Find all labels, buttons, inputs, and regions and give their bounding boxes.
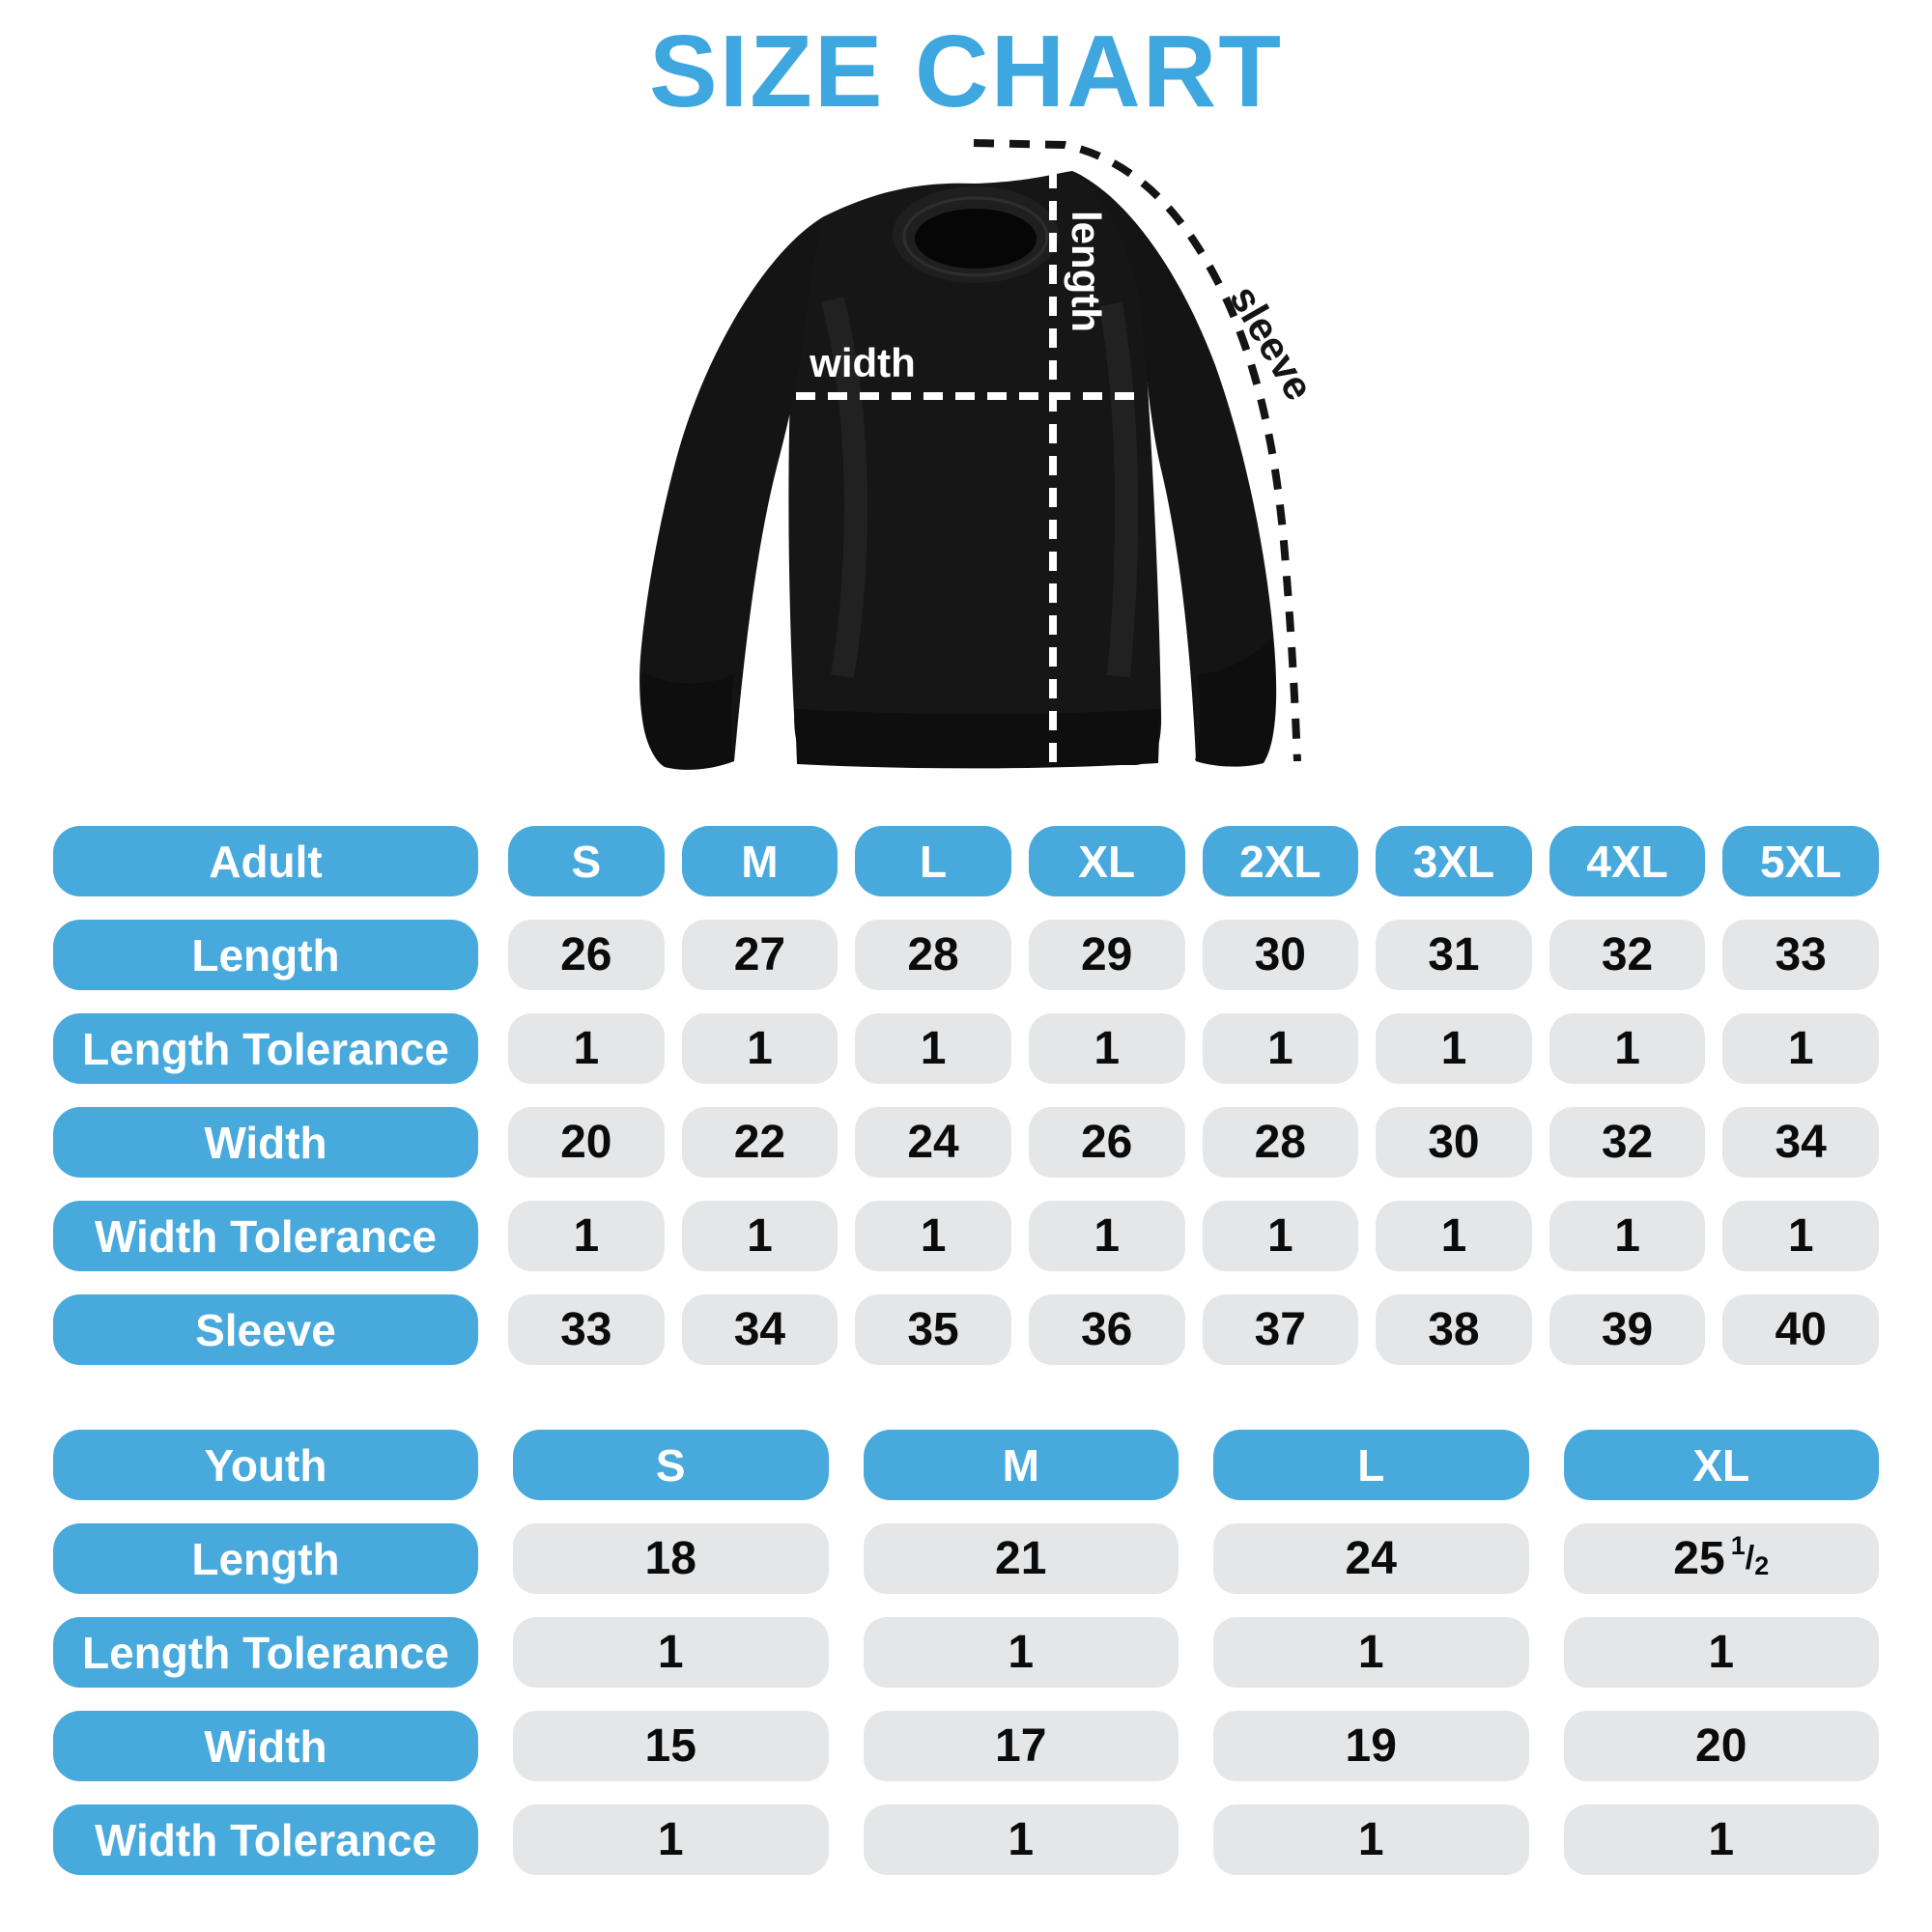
value-cell: 39 <box>1548 1294 1706 1365</box>
value-cell: 21 <box>863 1523 1179 1594</box>
sweatshirt-hem-band <box>795 709 1160 769</box>
size-column-header: 3XL <box>1376 826 1532 896</box>
value-cell: 1 <box>681 1013 838 1084</box>
size-column-header: 5XL <box>1722 826 1879 896</box>
length-label: length <box>1064 211 1109 332</box>
value-cell: 1 <box>1376 1201 1532 1271</box>
fabric-highlight-right <box>1099 302 1139 678</box>
value-cell: 24 <box>1213 1523 1529 1594</box>
value-cell: 1 <box>1213 1804 1529 1875</box>
value-cell: 1 <box>1722 1013 1879 1084</box>
size-column-header: XL <box>1563 1430 1879 1500</box>
value-cell: 26 <box>1028 1107 1185 1178</box>
value-cell: 28 <box>1202 1107 1359 1178</box>
value-cell: 1 <box>1548 1201 1706 1271</box>
value-cell: 1 <box>855 1013 1011 1084</box>
value-cell: 1 <box>1376 1013 1532 1084</box>
row-label: Length <box>53 1523 478 1594</box>
row-label: Width <box>53 1711 478 1781</box>
value-cell: 34 <box>1722 1107 1879 1178</box>
row-label: Length Tolerance <box>53 1013 478 1084</box>
value-cell: 1 <box>1028 1013 1185 1084</box>
value-cell: 33 <box>1722 920 1879 990</box>
sweatshirt-right-cuff <box>1195 638 1276 766</box>
value-cell: 1 <box>513 1804 829 1875</box>
value-cell: 1 <box>863 1617 1179 1688</box>
fabric-highlight-left <box>821 297 867 678</box>
value-cell: 27 <box>681 920 838 990</box>
value-cell: 1 <box>855 1201 1011 1271</box>
table-group-header: Youth <box>53 1430 478 1500</box>
sweatshirt-right-sleeve <box>1072 171 1277 767</box>
value-cell: 31 <box>1376 920 1532 990</box>
sweatshirt-illustration: width length sleeve <box>639 139 1322 770</box>
value-cell: 1 <box>681 1201 838 1271</box>
value-cell: 1 <box>513 1617 829 1688</box>
size-column-header: L <box>855 826 1011 896</box>
sleeve-label: sleeve <box>1221 277 1322 408</box>
value-cell: 1 <box>508 1013 665 1084</box>
sweatshirt-left-sleeve <box>639 216 824 770</box>
adult-size-table: Adult S M L XL 2XL 3XL 4XL 5XL Length 26 27 28 29 30 31… <box>53 826 1879 1365</box>
size-column-header: 2XL <box>1202 826 1359 896</box>
value-cell: 32 <box>1548 920 1706 990</box>
row-label: Width Tolerance <box>53 1201 478 1271</box>
row-label: Width Tolerance <box>53 1804 478 1875</box>
width-label: width <box>809 340 916 385</box>
value-cell: 1 <box>863 1804 1179 1875</box>
value-cell: 33 <box>508 1294 665 1365</box>
value-cell: 1 <box>1722 1201 1879 1271</box>
sweatshirt-collar-inner <box>915 209 1037 269</box>
value-cell: 1 <box>1202 1013 1359 1084</box>
size-column-header: S <box>513 1430 829 1500</box>
row-label: Width <box>53 1107 478 1178</box>
value-cell: 1 <box>1548 1013 1706 1084</box>
value-cell: 1 <box>1213 1617 1529 1688</box>
value-cell: 26 <box>508 920 665 990</box>
value-cell: 1 <box>1202 1201 1359 1271</box>
value-cell: 20 <box>1563 1711 1879 1781</box>
value-cell: 40 <box>1722 1294 1879 1365</box>
row-label: Length <box>53 920 478 990</box>
value-cell: 38 <box>1376 1294 1532 1365</box>
size-column-header: S <box>508 826 665 896</box>
value-cell: 1 <box>508 1201 665 1271</box>
sleeve-line <box>973 139 1301 762</box>
value-cell: 30 <box>1376 1107 1532 1178</box>
size-column-header: XL <box>1028 826 1185 896</box>
size-column-header: M <box>681 826 838 896</box>
value-cell: 36 <box>1028 1294 1185 1365</box>
value-cell: 28 <box>855 920 1011 990</box>
value-cell: 17 <box>863 1711 1179 1781</box>
table-group-header: Adult <box>53 826 478 896</box>
sweatshirt-diagram: width length sleeve <box>589 97 1343 802</box>
size-column-header: M <box>863 1430 1179 1500</box>
value-cell: 35 <box>855 1294 1011 1365</box>
value-cell: 32 <box>1548 1107 1706 1178</box>
size-column-header: 4XL <box>1548 826 1706 896</box>
page-title: SIZE CHART <box>649 14 1283 128</box>
size-column-header: L <box>1213 1430 1529 1500</box>
value-cell: 22 <box>681 1107 838 1178</box>
value-cell: 1 <box>1563 1617 1879 1688</box>
value-cell: 19 <box>1213 1711 1529 1781</box>
sweatshirt-collar-seam <box>902 196 1049 277</box>
value-cell: 30 <box>1202 920 1359 990</box>
value-cell: 1 <box>1028 1201 1185 1271</box>
youth-size-table: Youth S M L XL Length 18 21 24 25 1/2 Length Toler… <box>53 1430 1879 1875</box>
sweatshirt-left-cuff <box>640 672 734 770</box>
value-cell: 1 <box>1563 1804 1879 1875</box>
row-label: Length Tolerance <box>53 1617 478 1688</box>
value-cell: 29 <box>1028 920 1185 990</box>
value-cell: 37 <box>1202 1294 1359 1365</box>
sweatshirt-torso <box>788 171 1162 765</box>
row-label: Sleeve <box>53 1294 478 1365</box>
value-cell: 20 <box>508 1107 665 1178</box>
value-cell: 15 <box>513 1711 829 1781</box>
value-cell: 34 <box>681 1294 838 1365</box>
value-cell: 18 <box>513 1523 829 1594</box>
value-cell: 24 <box>855 1107 1011 1178</box>
value-cell: 25 1/2 <box>1563 1523 1879 1594</box>
